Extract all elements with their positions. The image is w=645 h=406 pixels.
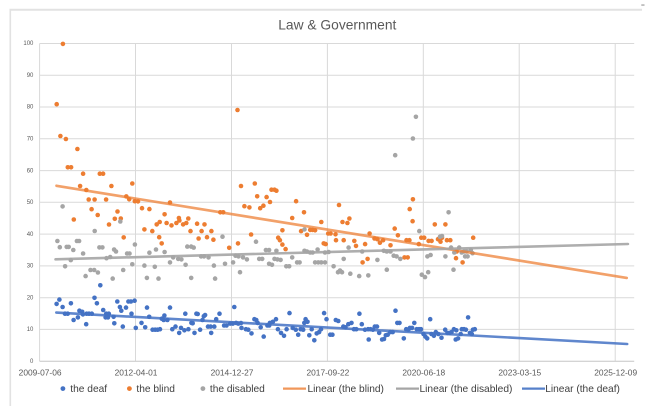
svg-text:the deaf: the deaf (70, 384, 107, 395)
svg-text:30: 30 (27, 264, 34, 270)
svg-text:10: 10 (27, 327, 34, 333)
svg-text:the blind: the blind (136, 384, 175, 395)
svg-text:2009-07-06: 2009-07-06 (19, 368, 62, 378)
svg-text:60: 60 (27, 168, 34, 174)
svg-text:50: 50 (27, 200, 34, 206)
svg-text:Linear (the deaf): Linear (the deaf) (545, 384, 620, 395)
svg-text:2020-06-18: 2020-06-18 (402, 368, 445, 378)
svg-text:the disabled: the disabled (210, 384, 265, 395)
svg-text:0: 0 (30, 359, 34, 365)
svg-text:2014-12-27: 2014-12-27 (211, 368, 254, 378)
svg-text:2025-12-09: 2025-12-09 (594, 368, 637, 378)
svg-text:2012-04-01: 2012-04-01 (115, 368, 158, 378)
svg-text:Law & Government: Law & Government (278, 18, 396, 33)
svg-text:2023-03-15: 2023-03-15 (498, 368, 541, 378)
svg-text:2017-09-22: 2017-09-22 (306, 368, 349, 378)
svg-text:Linear (the blind): Linear (the blind) (308, 384, 384, 395)
svg-text:Linear (the disabled): Linear (the disabled) (420, 384, 513, 395)
svg-text:40: 40 (27, 232, 34, 238)
svg-text:20: 20 (27, 295, 34, 301)
svg-text:100: 100 (23, 41, 34, 47)
svg-text:80: 80 (27, 105, 34, 111)
svg-text:70: 70 (27, 137, 34, 143)
svg-text:90: 90 (27, 73, 34, 79)
